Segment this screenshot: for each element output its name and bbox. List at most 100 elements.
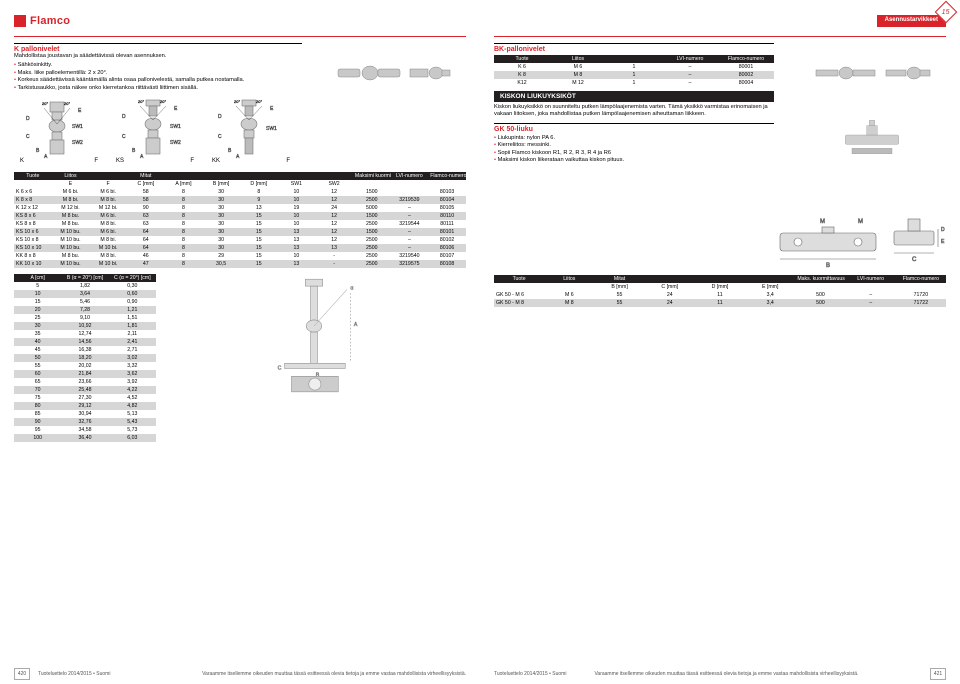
footer-left: 420 Tuoteluettelo 2014/2015 • Suomi Vara… <box>14 668 466 680</box>
table-row: KS 10 x 10M 10 bu.M 10 bi.64830151313250… <box>14 244 466 252</box>
main-table: TuoteLiitosMitatMaksimi kuormitus [N]LVI… <box>14 172 466 268</box>
page-left: Flamco K pallonivelet Mahdollistaa joust… <box>0 0 480 684</box>
brand-logo: Flamco <box>14 15 70 27</box>
table-row: KK 8 x 8M 8 bu.M 8 bi.468291510-25003219… <box>14 252 466 260</box>
gk-bullets: Liukupinta: nylon PA 6.Kierreliitos: mes… <box>494 135 774 165</box>
angle-illustration: α A C B <box>162 274 466 442</box>
table-row: 9534,585,73 <box>14 426 156 434</box>
svg-text:B: B <box>826 263 830 269</box>
bullet: Tarkistusaukko, josta näkee onko kierret… <box>14 85 302 92</box>
diagram-kk: 20° 20° E D SW1 C B A KK F <box>206 98 292 162</box>
diag-label-k: K <box>20 158 24 164</box>
table-row: 7527,304,52 <box>14 394 156 402</box>
svg-text:E: E <box>78 108 82 114</box>
svg-text:C: C <box>122 134 126 140</box>
kp-title: K pallonivelet <box>14 43 302 53</box>
bk-product-image <box>798 43 946 103</box>
gk-table: TuoteLiitosMitatMaks. kuormittavuus [N]L… <box>494 275 946 307</box>
kl-body: Kiskon liukuyksikkö on suunniteltu putke… <box>494 104 774 119</box>
bullet: Maks. liike palloelementillä: 2 x 20°. <box>14 70 302 77</box>
svg-text:20°: 20° <box>42 101 48 106</box>
header-left: Flamco <box>14 10 466 32</box>
header-rule <box>14 36 466 37</box>
footer-disclaimer-r: Varaamme itsellemme oikeuden muuttaa täs… <box>594 671 858 677</box>
svg-text:A: A <box>140 154 144 160</box>
svg-text:B: B <box>36 148 40 154</box>
gk-dimension-drawing: M M B D E C <box>766 215 946 271</box>
table-row: 103,640,60 <box>14 290 156 298</box>
bullet: Sähkösinkitty. <box>14 62 302 69</box>
kp-strap: Mahdollistaa joustavan ja säädettävissä … <box>14 53 302 60</box>
gk-table-wrap: TuoteLiitosMitatMaks. kuormittavuus [N]L… <box>494 275 946 307</box>
table-row: 4014,562,41 <box>14 338 156 346</box>
header-tab: Asennustarvikkeet <box>877 15 946 27</box>
svg-text:C: C <box>278 365 282 371</box>
table-row: GK 50 - M 8M 85524113,4500–71722 <box>494 299 946 307</box>
table-row: KS 10 x 8M 10 bu.M 8 bi.648301513122500–… <box>14 236 466 244</box>
table-row: KS 8 x 8M 8 bu.M 8 bi.638301510122500321… <box>14 220 466 228</box>
svg-text:D: D <box>26 116 30 122</box>
svg-text:20°: 20° <box>160 99 166 104</box>
bullet: Maksimi kiskon liikerataan vaikuttaa kis… <box>494 157 774 164</box>
gk-widget: M M B D E C <box>494 215 946 271</box>
svg-text:C: C <box>26 134 30 140</box>
table-row: K 12 x 12M 12 bi.M 12 bi.908301319245000… <box>14 204 466 212</box>
page-no-left: 420 <box>14 668 30 680</box>
bullet: Sopii Flamco kiskoon R1, R 2, R 3, R 4 j… <box>494 150 774 157</box>
right-page-rightcol <box>798 43 946 175</box>
right-column-left-page <box>318 43 466 103</box>
svg-text:α: α <box>350 286 353 292</box>
angle-table-wrap: A [cm]B (α = 20°) [cm]C (α = 20°) [cm] 5… <box>14 274 156 442</box>
svg-text:20°: 20° <box>138 99 144 104</box>
footer-disclaimer-l: Varaamme itsellemme oikeuden muuttaa täs… <box>202 671 466 677</box>
kp-product-image <box>318 43 466 103</box>
right-page-leftcol: BK-pallonivelet TuoteLiitosLVI-numeroFla… <box>494 43 774 168</box>
table-row: K 8 x 8M 8 bi.M 8 bi.5883091012250032195… <box>14 196 466 204</box>
table-row: 6523,663,92 <box>14 378 156 386</box>
bullet: Liukupinta: nylon PA 6. <box>494 135 774 142</box>
diagram-ks: 20° 20° E D SW1 SW2 C B A KS F <box>110 98 196 162</box>
table-row: KS 10 x 6M 10 bu.M 6 bi.648301513121500–… <box>14 228 466 236</box>
bullet: Kierreliitos: messinki. <box>494 142 774 149</box>
table-row: 9032,765,43 <box>14 418 156 426</box>
main-table-wrap: TuoteLiitosMitatMaksimi kuormitus [N]LVI… <box>14 172 466 268</box>
svg-text:A: A <box>44 154 48 160</box>
diag-label-ks: KS <box>116 158 124 164</box>
bk-table: TuoteLiitosLVI-numeroFlamco-numero K 6M … <box>494 55 774 87</box>
diag-label-kk: KK <box>212 158 220 164</box>
kp-diagrams: 20° 20° E D SW1 SW2 C B A K F <box>14 98 302 162</box>
table-row: 6021,843,62 <box>14 370 156 378</box>
diagram-k: 20° 20° E D SW1 SW2 C B A K F <box>14 98 100 162</box>
table-row: 5520,023,32 <box>14 362 156 370</box>
left-column: K pallonivelet Mahdollistaa joustavan ja… <box>14 43 302 166</box>
svg-text:E: E <box>174 106 178 112</box>
svg-text:M: M <box>820 219 825 225</box>
angle-table: A [cm]B (α = 20°) [cm]C (α = 20°) [cm] 5… <box>14 274 156 442</box>
angle-block: A [cm]B (α = 20°) [cm]C (α = 20°) [cm] 5… <box>14 274 466 442</box>
kl-bar: KISKON LIUKUYKSIKÖT <box>494 91 774 102</box>
svg-text:SW2: SW2 <box>170 140 181 146</box>
table-row: 7025,484,22 <box>14 386 156 394</box>
table-row: K12M 121–80004 <box>494 79 774 87</box>
header-right: Asennustarvikkeet 15 <box>494 10 946 32</box>
table-row: 207,281,21 <box>14 306 156 314</box>
table-row: 259,101,51 <box>14 314 156 322</box>
kp-bullets: Sähkösinkitty.Maks. liike palloelementil… <box>14 62 302 92</box>
svg-text:D: D <box>941 227 945 233</box>
logo-mark-icon <box>14 15 26 27</box>
svg-text:C: C <box>912 257 917 263</box>
table-row: 8530,945,13 <box>14 410 156 418</box>
bk-title: BK-pallonivelet <box>494 43 774 53</box>
svg-text:B: B <box>228 148 232 154</box>
svg-text:SW1: SW1 <box>170 124 181 130</box>
svg-text:B: B <box>132 148 136 154</box>
gk-title: GK 50-liuku <box>494 123 774 133</box>
svg-text:20°: 20° <box>234 99 240 104</box>
svg-text:C: C <box>218 134 222 140</box>
svg-text:E: E <box>941 239 945 245</box>
page-right: Asennustarvikkeet 15 BK-pallonivelet Tuo… <box>480 0 960 684</box>
footer-right: Tuoteluettelo 2014/2015 • Suomi Varaamme… <box>494 668 946 680</box>
svg-text:A: A <box>354 322 358 328</box>
table-row: 5018,203,02 <box>14 354 156 362</box>
brand-name: Flamco <box>30 15 70 27</box>
